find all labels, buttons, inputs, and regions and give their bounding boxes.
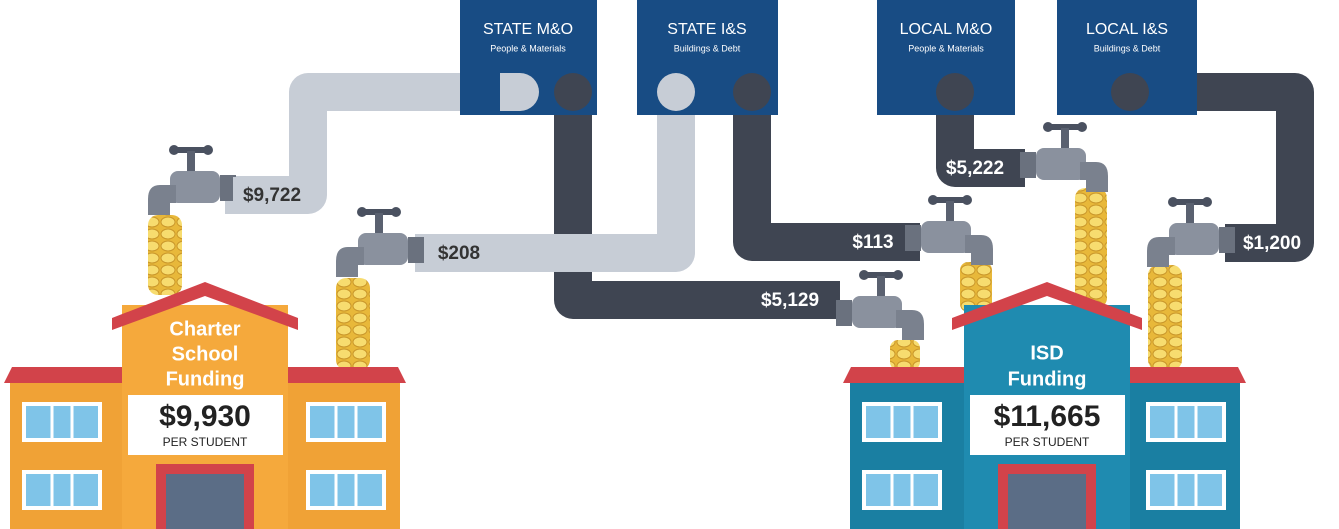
roof <box>288 367 406 383</box>
window <box>306 402 386 442</box>
source-subtitle: People & Materials <box>490 43 566 53</box>
flow-amount: $5,222 <box>946 158 1004 179</box>
flow-amount: $5,129 <box>761 290 819 311</box>
window <box>862 470 942 510</box>
building-name: Charter <box>169 318 240 340</box>
source-title: LOCAL M&O <box>900 21 993 38</box>
tap <box>836 270 924 340</box>
window <box>862 402 942 442</box>
coins <box>960 262 992 312</box>
flow-amount: $208 <box>438 243 480 264</box>
source-title: STATE M&O <box>483 21 573 38</box>
window <box>22 470 102 510</box>
door <box>1008 474 1086 529</box>
window <box>1146 402 1226 442</box>
tap <box>1020 122 1108 192</box>
roof <box>4 367 122 383</box>
source-title: LOCAL I&S <box>1086 21 1168 38</box>
coins <box>890 340 920 370</box>
coins <box>148 215 182 295</box>
building-amount: $9,930 <box>159 400 251 433</box>
roof <box>1130 367 1246 383</box>
source-subtitle: People & Materials <box>908 43 984 53</box>
tap <box>1147 197 1235 267</box>
flow-amount: $113 <box>852 232 893 253</box>
coins <box>1075 188 1107 308</box>
window <box>306 470 386 510</box>
tap <box>336 207 424 277</box>
tap <box>148 145 236 215</box>
source-subtitle: Buildings & Debt <box>674 43 741 53</box>
window <box>1146 470 1226 510</box>
building-name: ISD <box>1030 342 1063 364</box>
building-name: School <box>172 343 239 365</box>
building-name: Funding <box>166 368 245 390</box>
building-amount: $11,665 <box>994 400 1101 433</box>
building-unit: PER STUDENT <box>163 435 248 449</box>
flow-amount: $1,200 <box>1243 233 1301 254</box>
building-name: Funding <box>1008 368 1087 390</box>
roof <box>843 367 964 383</box>
source-title: STATE I&S <box>667 21 746 38</box>
source-subtitle: Buildings & Debt <box>1094 43 1161 53</box>
door <box>166 474 244 529</box>
coins <box>1148 265 1182 370</box>
flow-amount: $9,722 <box>243 185 301 206</box>
coins <box>336 278 370 370</box>
pipe-ends <box>500 73 1149 111</box>
pipe <box>415 92 676 253</box>
pipes <box>225 92 1295 300</box>
window <box>22 402 102 442</box>
building-unit: PER STUDENT <box>1005 435 1090 449</box>
source-boxes: STATE M&O People & Materials STATE I&S B… <box>460 0 1197 115</box>
infographic: STATE M&O People & Materials STATE I&S B… <box>0 0 1339 529</box>
